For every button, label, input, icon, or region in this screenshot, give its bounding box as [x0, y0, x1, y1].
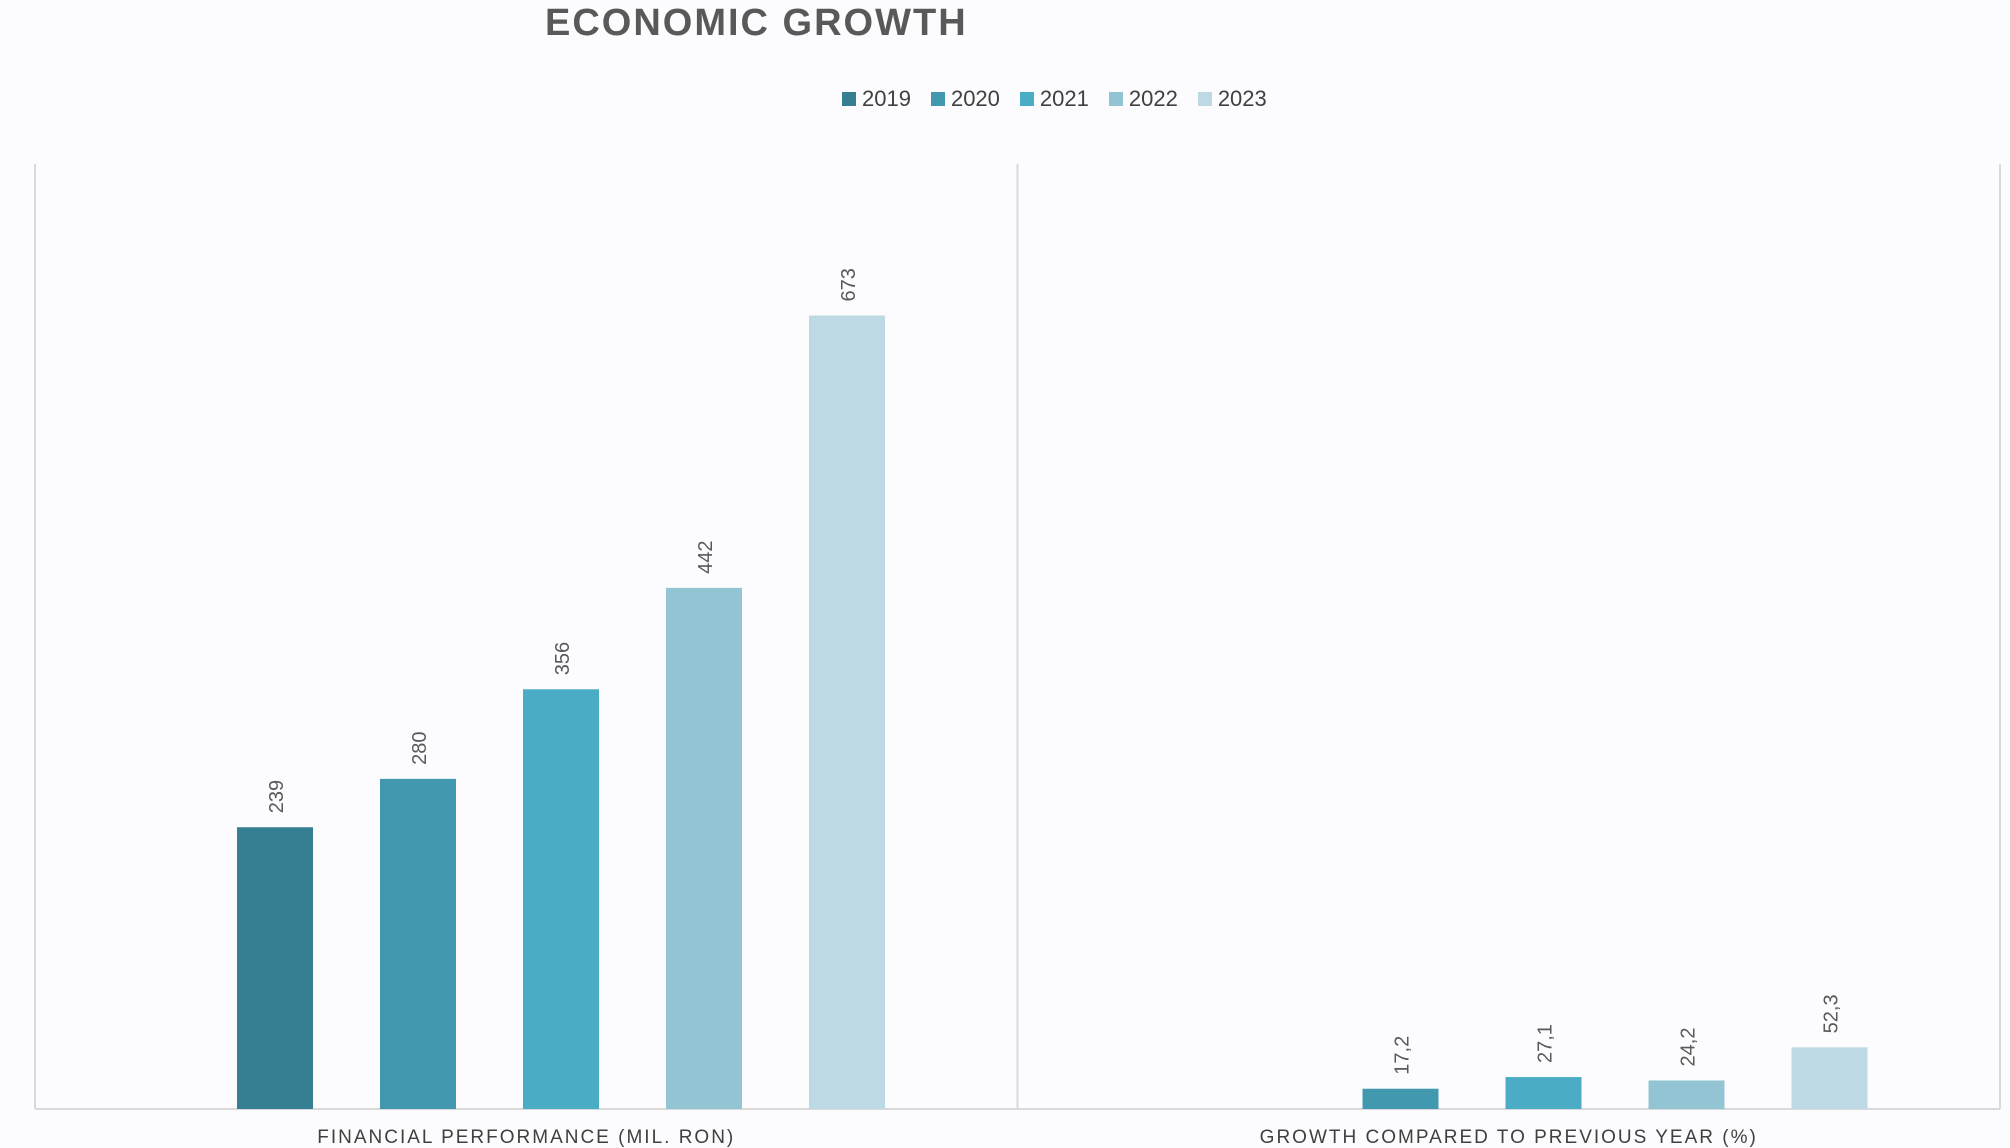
bar-2022-financial: [666, 587, 742, 1109]
legend-label-2021: 2021: [1039, 86, 1089, 111]
legend-item-2021: 2021: [1019, 86, 1089, 112]
bar-2020-growth: [1362, 1088, 1439, 1109]
legend-label-2022: 2022: [1128, 86, 1178, 111]
bar-2023-financial: [809, 315, 885, 1110]
data-label-2021-financial: 356: [552, 642, 574, 675]
data-label-2023-financial: 673: [838, 268, 860, 301]
data-label-2019-financial: 239: [266, 780, 288, 813]
legend-swatch-2021: [1019, 92, 1034, 106]
bar-2023-growth: [1791, 1047, 1868, 1109]
bar-2021-growth: [1505, 1077, 1582, 1109]
data-label-2020-financial: 280: [409, 732, 431, 765]
legend-label-2023: 2023: [1217, 86, 1267, 111]
data-label-2021-growth: 27,1: [1535, 1024, 1557, 1063]
data-label-2023-growth: 52,3: [1821, 994, 1843, 1033]
legend-item-2019: 2019: [842, 86, 911, 112]
legend-item-2020: 2020: [930, 86, 1000, 112]
legend-swatch-2022: [1108, 92, 1123, 106]
legend-swatch-2019: [842, 92, 856, 106]
legend-label-2019: 2019: [862, 86, 911, 111]
legend-label-2020: 2020: [950, 86, 1000, 111]
bar-2022-growth: [1648, 1080, 1725, 1109]
legend: 2019 2020 2021 2022 2023: [842, 84, 1287, 114]
chart-title: ECONOMIC GROWTH: [545, 2, 968, 44]
bar-2021-financial: [523, 689, 599, 1109]
bar-2020-financial: [380, 778, 456, 1109]
data-label-2022-financial: 442: [695, 541, 717, 574]
category-label-1: GROWTH COMPARED TO PREVIOUS YEAR (%): [1260, 1127, 1758, 1148]
legend-swatch-2020: [930, 92, 945, 106]
bar-2019-financial: [237, 827, 313, 1109]
legend-item-2022: 2022: [1108, 86, 1178, 112]
data-label-2022-growth: 24,2: [1678, 1028, 1700, 1067]
legend-item-2023: 2023: [1197, 86, 1267, 112]
legend-swatch-2023: [1197, 92, 1212, 106]
category-label-0: FINANCIAL PERFORMANCE (MIL. RON): [317, 1127, 735, 1148]
data-label-2020-growth: 17,2: [1392, 1036, 1414, 1075]
